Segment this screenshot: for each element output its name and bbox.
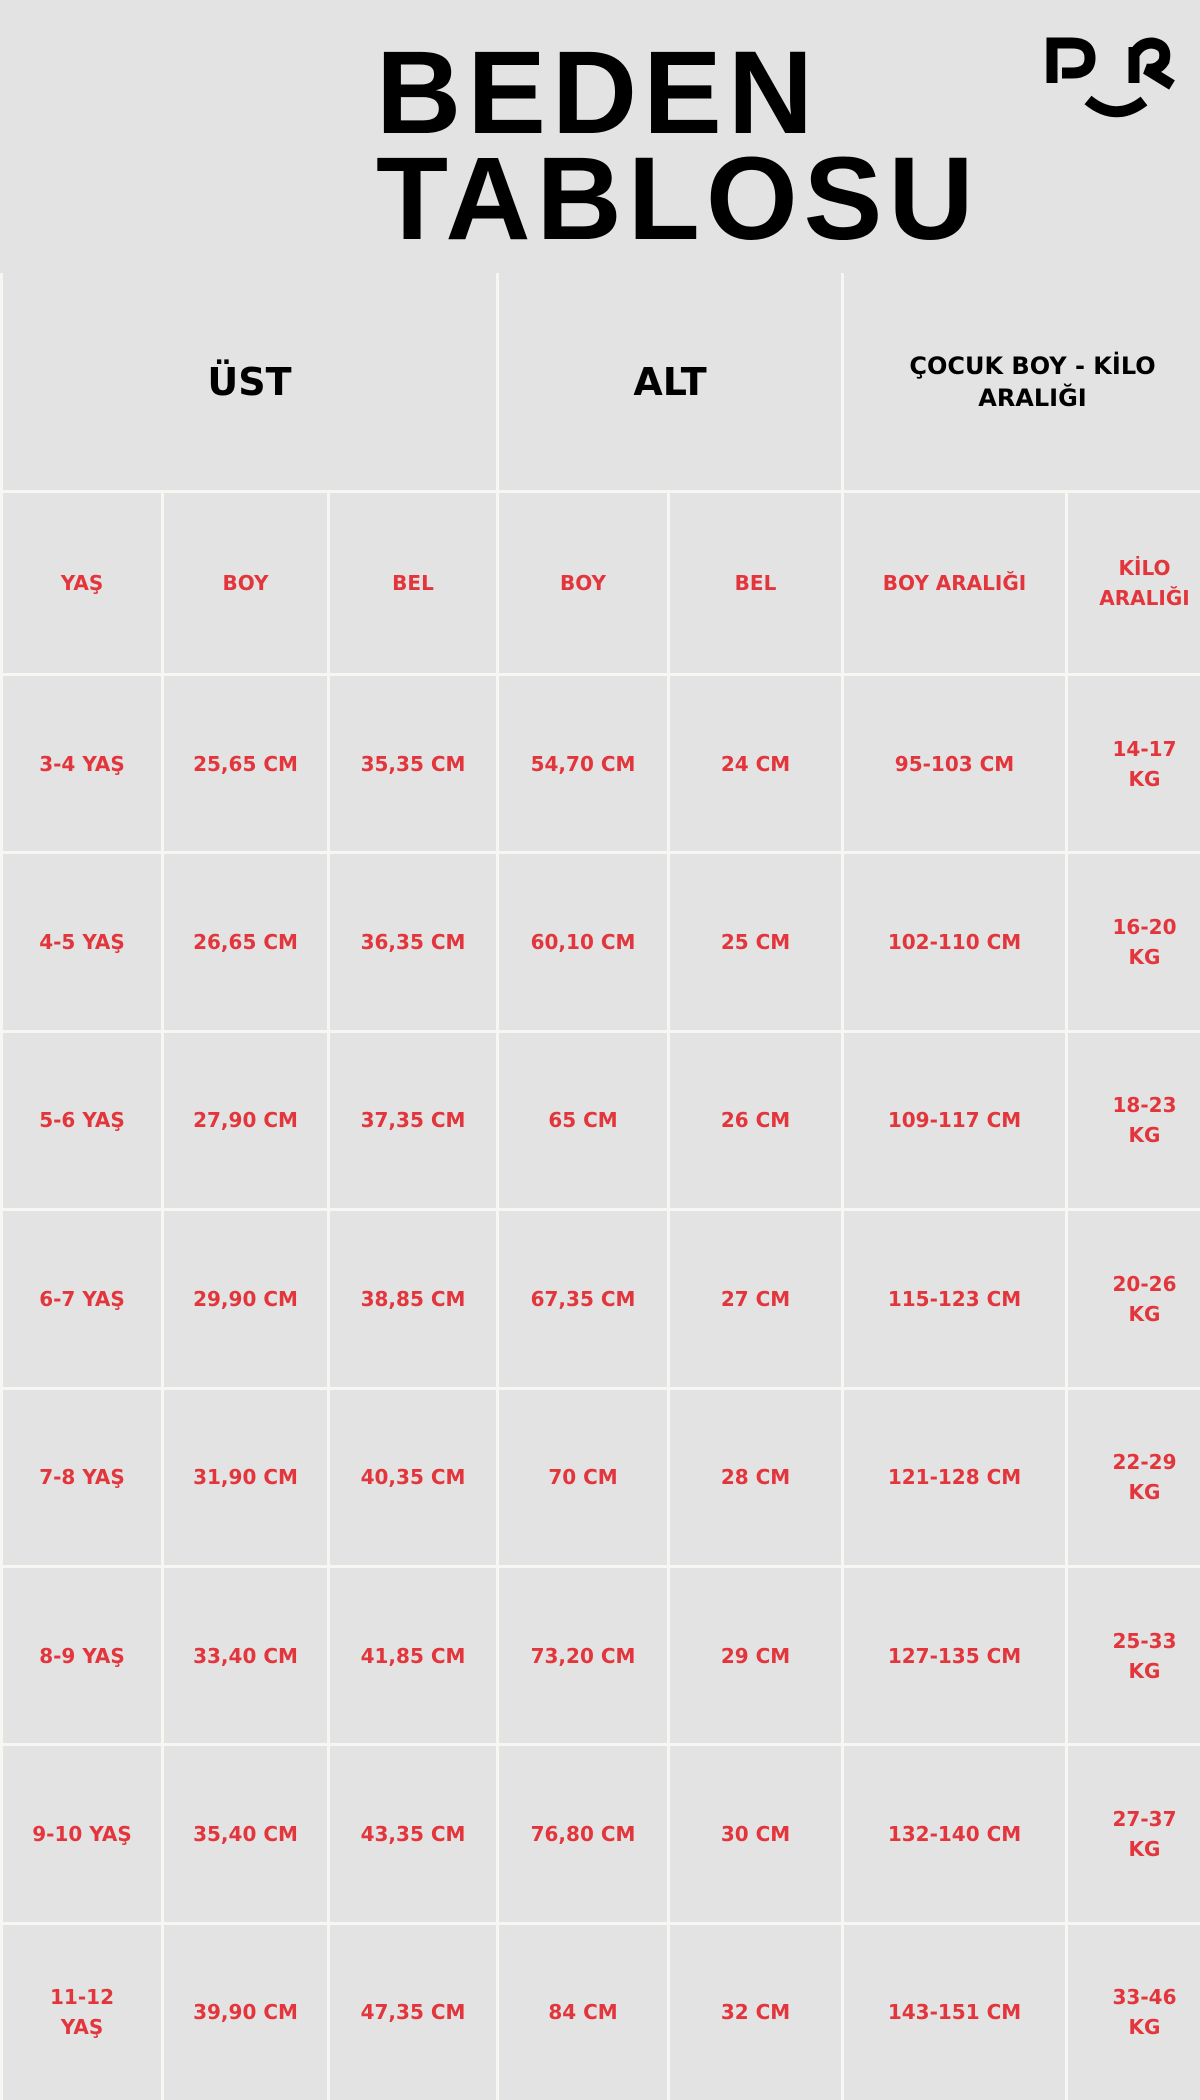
table-cell: 9-10 YAŞ: [3, 1746, 161, 1922]
group-header-cocuk: ÇOCUK BOY - KİLO ARALIĞI: [844, 273, 1200, 490]
column-header: KİLO ARALIĞI: [1068, 493, 1200, 673]
table-cell: 27 CM: [670, 1211, 841, 1387]
table-cell: 60,10 CM: [499, 854, 667, 1030]
size-chart-table: ÜST ALT ÇOCUK BOY - KİLO ARALIĞI YAŞ BOY B…: [0, 273, 1200, 2100]
table-cell: 18-23 KG: [1068, 1032, 1200, 1209]
table-cell: 73,20 CM: [499, 1567, 667, 1744]
table-cell: 33,40 CM: [164, 1567, 327, 1744]
table-cell: 31,90 CM: [164, 1389, 327, 1565]
table-cell: 25,65 CM: [164, 676, 327, 852]
table-cell: 143-151 CM: [844, 1924, 1065, 2100]
table-cell: 22-29 KG: [1068, 1389, 1200, 1565]
table-cell: 39,90 CM: [164, 1924, 327, 2100]
table-cell: 102-110 CM: [844, 854, 1065, 1030]
page-title: BEDEN TABLOSU: [376, 27, 980, 265]
table-cell: 26 CM: [670, 1032, 841, 1209]
table-cell: 6-7 YAŞ: [3, 1211, 161, 1387]
table-cell: 24 CM: [670, 676, 841, 852]
table-cell: 5-6 YAŞ: [3, 1032, 161, 1209]
table-cell: 4-5 YAŞ: [3, 854, 161, 1030]
table-cell: 27-37 KG: [1068, 1746, 1200, 1922]
table-cell: 7-8 YAŞ: [3, 1389, 161, 1565]
table-cell: 20-26 KG: [1068, 1211, 1200, 1387]
table-cell: 43,35 CM: [330, 1746, 496, 1922]
table-cell: 38,85 CM: [330, 1211, 496, 1387]
table-cell: 115-123 CM: [844, 1211, 1065, 1387]
table-cell: 29 CM: [670, 1567, 841, 1744]
table-cell: 70 CM: [499, 1389, 667, 1565]
column-header: BOY ARALIĞI: [844, 493, 1065, 673]
table-cell: 35,40 CM: [164, 1746, 327, 1922]
table-cell: 127-135 CM: [844, 1567, 1065, 1744]
column-header: BOY: [499, 493, 667, 673]
table-cell: 109-117 CM: [844, 1032, 1065, 1209]
table-cell: 25-33 KG: [1068, 1567, 1200, 1744]
table-cell: 30 CM: [670, 1746, 841, 1922]
table-cell: 41,85 CM: [330, 1567, 496, 1744]
table-cell: 25 CM: [670, 854, 841, 1030]
table-cell: 95-103 CM: [844, 676, 1065, 852]
table-cell: 14-17 KG: [1068, 676, 1200, 852]
table-cell: 36,35 CM: [330, 854, 496, 1030]
column-header: BEL: [670, 493, 841, 673]
table-cell: 3-4 YAŞ: [3, 676, 161, 852]
table-cell: 11-12 YAŞ: [3, 1924, 161, 2100]
table-cell: 27,90 CM: [164, 1032, 327, 1209]
table-cell: 35,35 CM: [330, 676, 496, 852]
table-cell: 40,35 CM: [330, 1389, 496, 1565]
table-cell: 65 CM: [499, 1032, 667, 1209]
table-cell: 84 CM: [499, 1924, 667, 2100]
brand-logo-icon: [1046, 37, 1175, 118]
table-cell: 47,35 CM: [330, 1924, 496, 2100]
table-cell: 76,80 CM: [499, 1746, 667, 1922]
column-header: BEL: [330, 493, 496, 673]
table-cell: 16-20 KG: [1068, 854, 1200, 1030]
table-cell: 32 CM: [670, 1924, 841, 2100]
table-cell: 54,70 CM: [499, 676, 667, 852]
group-header-alt: ALT: [499, 273, 841, 490]
table-cell: 28 CM: [670, 1389, 841, 1565]
table-cell: 26,65 CM: [164, 854, 327, 1030]
group-header-ust: ÜST: [3, 273, 496, 490]
table-cell: 121-128 CM: [844, 1389, 1065, 1565]
table-cell: 8-9 YAŞ: [3, 1567, 161, 1744]
table-cell: 132-140 CM: [844, 1746, 1065, 1922]
column-header: BOY: [164, 493, 327, 673]
column-header: YAŞ: [3, 493, 161, 673]
title-line-2: TABLOSU: [376, 133, 980, 265]
table-cell: 67,35 CM: [499, 1211, 667, 1387]
title-line-1: BEDEN: [376, 27, 820, 159]
table-cell: 33-46 KG: [1068, 1924, 1200, 2100]
table-cell: 29,90 CM: [164, 1211, 327, 1387]
table-cell: 37,35 CM: [330, 1032, 496, 1209]
